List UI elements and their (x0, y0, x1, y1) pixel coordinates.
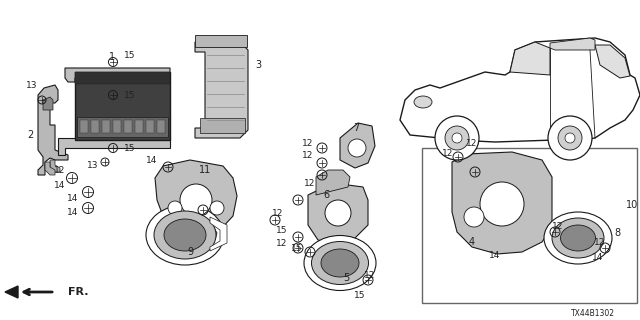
Text: 12: 12 (552, 221, 564, 230)
Polygon shape (316, 170, 350, 195)
Text: 6: 6 (323, 190, 329, 200)
Text: 12: 12 (302, 139, 314, 148)
Circle shape (325, 200, 351, 226)
Polygon shape (38, 85, 68, 175)
Circle shape (445, 126, 469, 150)
Polygon shape (550, 38, 595, 50)
Text: 15: 15 (124, 51, 136, 60)
Polygon shape (400, 38, 640, 142)
Ellipse shape (561, 225, 595, 251)
Text: 15: 15 (355, 291, 365, 300)
Ellipse shape (312, 242, 369, 284)
Text: 12: 12 (276, 238, 288, 247)
Polygon shape (210, 217, 227, 251)
Text: 3: 3 (255, 60, 261, 70)
Text: 14: 14 (67, 194, 79, 203)
Circle shape (435, 116, 479, 160)
Circle shape (548, 116, 592, 160)
Circle shape (180, 184, 212, 216)
Bar (75, 72, 170, 140)
Polygon shape (165, 226, 177, 240)
Bar (146, 120, 154, 133)
Text: 12: 12 (304, 179, 316, 188)
Circle shape (348, 139, 366, 157)
Polygon shape (195, 42, 248, 138)
Text: 15: 15 (124, 143, 136, 153)
Text: 14: 14 (147, 156, 157, 164)
Bar (77, 117, 168, 137)
Ellipse shape (414, 96, 432, 108)
Text: 4: 4 (469, 237, 475, 247)
Text: 12: 12 (272, 209, 284, 218)
Text: 14: 14 (67, 207, 79, 217)
Circle shape (210, 201, 224, 215)
Polygon shape (340, 123, 375, 168)
Polygon shape (43, 97, 53, 110)
Ellipse shape (321, 249, 359, 277)
Bar (422, 148, 637, 303)
Bar (113, 120, 121, 133)
Text: 14: 14 (54, 180, 66, 189)
Text: 12: 12 (467, 139, 477, 148)
Ellipse shape (544, 212, 612, 264)
Text: 2: 2 (27, 130, 33, 140)
Text: 13: 13 (26, 81, 38, 90)
Bar (75, 72, 170, 84)
Bar (102, 120, 110, 133)
Text: 9: 9 (187, 247, 193, 257)
Ellipse shape (164, 219, 206, 251)
Text: 15: 15 (124, 91, 136, 100)
Text: 12: 12 (595, 237, 605, 246)
Polygon shape (58, 138, 170, 155)
Bar (157, 120, 165, 133)
Circle shape (558, 126, 582, 150)
Bar (135, 120, 143, 133)
Text: 10: 10 (626, 200, 638, 210)
Text: 13: 13 (87, 161, 99, 170)
Text: 12: 12 (302, 150, 314, 159)
Polygon shape (65, 68, 170, 82)
Text: 15: 15 (276, 226, 288, 235)
Polygon shape (45, 162, 55, 175)
Text: 12: 12 (364, 270, 376, 279)
Ellipse shape (552, 218, 604, 258)
Text: 12: 12 (54, 165, 66, 174)
Bar (200, 118, 245, 133)
Polygon shape (5, 286, 18, 298)
Text: 14: 14 (490, 251, 500, 260)
Text: 11: 11 (199, 165, 211, 175)
Bar (80, 120, 88, 133)
Polygon shape (205, 226, 217, 240)
Ellipse shape (146, 205, 224, 265)
Polygon shape (50, 160, 60, 172)
Circle shape (464, 207, 484, 227)
Text: 7: 7 (353, 123, 359, 133)
Bar (195, 35, 247, 47)
Circle shape (452, 133, 462, 143)
Text: 5: 5 (343, 273, 349, 283)
Bar (124, 120, 132, 133)
Circle shape (168, 201, 182, 215)
Polygon shape (452, 152, 552, 254)
Ellipse shape (304, 236, 376, 291)
Polygon shape (595, 45, 630, 78)
Ellipse shape (154, 211, 216, 259)
Polygon shape (155, 160, 237, 238)
Circle shape (565, 133, 575, 143)
Text: 14: 14 (592, 253, 604, 262)
Polygon shape (308, 183, 368, 245)
Text: 12: 12 (442, 148, 454, 157)
Text: 15: 15 (291, 244, 303, 252)
Polygon shape (510, 42, 550, 75)
Text: FR.: FR. (68, 287, 88, 297)
Text: 1: 1 (109, 52, 115, 62)
Bar (91, 120, 99, 133)
Text: 8: 8 (614, 228, 620, 238)
Text: TX44B1302: TX44B1302 (571, 308, 615, 317)
Circle shape (480, 182, 524, 226)
